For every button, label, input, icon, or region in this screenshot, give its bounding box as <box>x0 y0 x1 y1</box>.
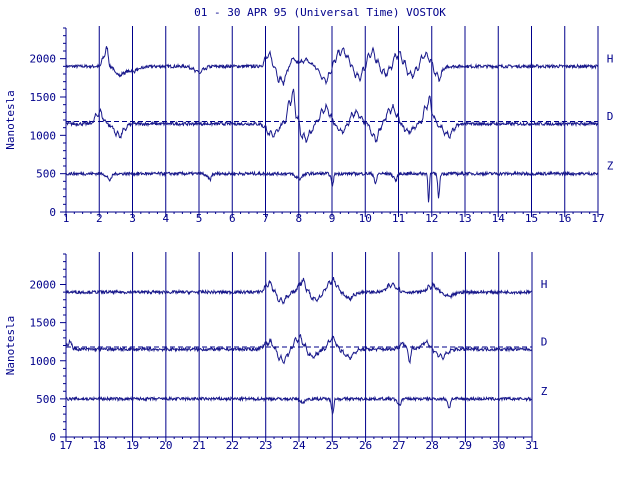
series-line-d <box>65 334 533 365</box>
series-line-h <box>65 276 533 305</box>
x-tick-label: 22 <box>226 439 239 452</box>
x-tick-label: 15 <box>525 212 538 225</box>
series-label-z: Z <box>541 385 548 398</box>
chart-title: 01 - 30 APR 95 (Universal Time) VOSTOK <box>194 6 446 19</box>
y-tick-label: 500 <box>36 393 56 406</box>
y-tick-label: 1500 <box>30 91 57 104</box>
x-tick-label: 28 <box>426 439 439 452</box>
x-tick-label: 27 <box>392 439 405 452</box>
x-tick-label: 20 <box>159 439 172 452</box>
x-tick-label: 23 <box>259 439 272 452</box>
x-tick-label: 14 <box>492 212 506 225</box>
series-line-d <box>65 88 599 143</box>
y-axis-label: Nanotesla <box>4 316 17 376</box>
y-tick-label: 500 <box>36 168 56 181</box>
series-label-h: H <box>541 278 548 291</box>
x-tick-label: 1 <box>63 212 70 225</box>
x-tick-label: 8 <box>295 212 302 225</box>
x-tick-label: 11 <box>392 212 405 225</box>
x-tick-label: 16 <box>558 212 571 225</box>
x-tick-label: 17 <box>591 212 604 225</box>
x-tick-label: 3 <box>129 212 136 225</box>
series-label-z: Z <box>607 160 614 173</box>
x-tick-label: 29 <box>459 439 472 452</box>
y-tick-label: 1000 <box>30 129 57 142</box>
y-tick-label: 2000 <box>30 279 57 292</box>
series-line-z <box>65 170 599 203</box>
y-tick-label: 2000 <box>30 53 57 66</box>
series-label-d: D <box>541 335 548 348</box>
x-tick-label: 7 <box>262 212 269 225</box>
series-label-h: H <box>607 52 614 65</box>
x-tick-label: 9 <box>329 212 336 225</box>
x-tick-label: 19 <box>126 439 139 452</box>
x-tick-label: 10 <box>359 212 372 225</box>
x-tick-label: 2 <box>96 212 103 225</box>
x-tick-label: 5 <box>196 212 203 225</box>
x-tick-label: 25 <box>326 439 339 452</box>
y-tick-label: 0 <box>49 206 56 219</box>
x-tick-label: 21 <box>193 439 206 452</box>
x-tick-label: 13 <box>458 212 471 225</box>
x-tick-label: 24 <box>292 439 306 452</box>
x-tick-label: 31 <box>525 439 538 452</box>
x-tick-label: 4 <box>162 212 169 225</box>
series-line-h <box>65 46 599 86</box>
x-tick-label: 26 <box>359 439 372 452</box>
x-tick-label: 30 <box>492 439 505 452</box>
x-tick-label: 12 <box>425 212 438 225</box>
y-axis-label: Nanotesla <box>4 90 17 150</box>
y-tick-label: 1000 <box>30 355 57 368</box>
y-tick-label: 1500 <box>30 317 57 330</box>
y-tick-label: 0 <box>49 431 56 444</box>
x-tick-label: 18 <box>93 439 106 452</box>
series-line-z <box>65 395 533 416</box>
series-label-d: D <box>607 110 614 123</box>
x-tick-label: 17 <box>59 439 72 452</box>
x-tick-label: 6 <box>229 212 236 225</box>
